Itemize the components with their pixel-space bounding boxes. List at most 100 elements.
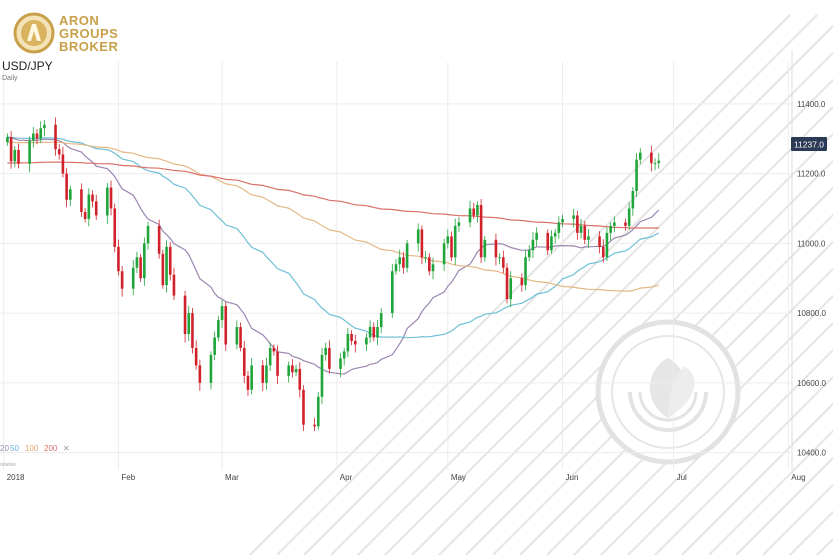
candle-body bbox=[261, 365, 265, 383]
candle-body bbox=[276, 351, 279, 376]
candle-body bbox=[302, 389, 305, 425]
candle-body bbox=[120, 271, 124, 289]
candle-body bbox=[527, 250, 531, 258]
candle-body bbox=[39, 128, 43, 139]
candle-body bbox=[394, 264, 398, 272]
candle-body bbox=[69, 189, 72, 200]
candle-body bbox=[217, 320, 220, 338]
brand-name-line-3: BROKER bbox=[59, 39, 118, 54]
candle-body bbox=[372, 327, 376, 338]
candle-body bbox=[187, 313, 191, 334]
legend-ma200[interactable]: 200 bbox=[44, 444, 58, 453]
candle-body bbox=[472, 208, 476, 216]
candle-body bbox=[320, 354, 324, 397]
candle-body bbox=[131, 267, 135, 289]
candle-body bbox=[87, 194, 91, 219]
candle-body bbox=[502, 257, 505, 268]
candle-body bbox=[624, 222, 627, 226]
candle-body bbox=[139, 257, 142, 279]
symbol-title: USD/JPY bbox=[2, 59, 53, 73]
candle-body bbox=[498, 257, 501, 259]
y-tick-label: 11200.0 bbox=[797, 170, 826, 179]
candle-body bbox=[524, 257, 527, 286]
candle-body bbox=[113, 208, 117, 247]
candle-body bbox=[17, 149, 20, 164]
candle-body bbox=[342, 351, 346, 359]
candle-body bbox=[390, 271, 394, 314]
grid bbox=[0, 50, 793, 470]
legend-ma50[interactable]: 50 bbox=[10, 444, 19, 453]
candle-body bbox=[557, 222, 561, 233]
candle-body bbox=[168, 246, 172, 275]
candle-body bbox=[442, 243, 446, 265]
legend-ma100[interactable]: 100 bbox=[25, 444, 39, 453]
candle-body bbox=[35, 133, 39, 139]
candle-body bbox=[242, 347, 246, 376]
candle-body bbox=[579, 225, 583, 233]
x-tick-label: Feb bbox=[121, 473, 135, 482]
candle-body bbox=[561, 218, 564, 223]
legend-close-icon[interactable]: ✕ bbox=[63, 444, 70, 453]
candle-body bbox=[587, 236, 590, 240]
candle-body bbox=[402, 257, 405, 268]
candle-body bbox=[316, 396, 320, 427]
candle-body bbox=[313, 424, 316, 427]
candle-body bbox=[546, 232, 550, 251]
candle-body bbox=[213, 337, 216, 355]
candle-body bbox=[420, 229, 424, 258]
candle-body bbox=[157, 225, 161, 254]
candle-body bbox=[91, 194, 94, 202]
ma50-line bbox=[7, 136, 660, 339]
brand-name-line-2: GROUPS bbox=[59, 26, 118, 41]
candle-body bbox=[350, 334, 353, 341]
candle-body bbox=[224, 306, 228, 345]
candle-body bbox=[246, 375, 250, 390]
watermark-diagonal-lines bbox=[249, 14, 833, 556]
candle-body bbox=[572, 215, 575, 219]
brand-logo: ARON GROUPS BROKER bbox=[13, 12, 118, 54]
candle-body bbox=[9, 136, 13, 162]
candle-body bbox=[143, 243, 146, 279]
candle-body bbox=[161, 253, 165, 286]
candle-body bbox=[146, 225, 150, 244]
candle-body bbox=[265, 365, 268, 383]
ma20-line bbox=[7, 136, 660, 375]
candle-body bbox=[376, 327, 379, 338]
candle-body bbox=[638, 152, 642, 160]
candle-body bbox=[653, 163, 657, 165]
x-tick-label: Jun bbox=[566, 473, 579, 482]
watermark-seal bbox=[595, 319, 741, 465]
candle-body bbox=[368, 327, 372, 338]
candle-body bbox=[28, 140, 31, 164]
ma200-line bbox=[7, 161, 659, 229]
candle-body bbox=[476, 204, 479, 216]
candle-body bbox=[209, 354, 213, 383]
candle-body bbox=[272, 347, 276, 352]
candle-body bbox=[6, 136, 9, 143]
candle-body bbox=[635, 159, 638, 192]
candle-body bbox=[601, 246, 605, 258]
last-price-value: 11237.0 bbox=[794, 140, 824, 150]
candle-body bbox=[328, 347, 331, 369]
candle-body bbox=[106, 187, 109, 216]
legend-ma20[interactable]: 20 bbox=[0, 444, 9, 453]
candle-body bbox=[109, 187, 113, 209]
x-axis: 2018 Feb Mar Apr May Jun Jul Aug bbox=[7, 473, 806, 482]
y-tick-label: 10400.0 bbox=[797, 449, 826, 458]
candle-body bbox=[324, 347, 327, 355]
candle-body bbox=[550, 236, 553, 251]
moving-averages bbox=[7, 136, 660, 375]
candle-body bbox=[576, 215, 579, 233]
candle-body bbox=[450, 236, 453, 258]
candle-body bbox=[424, 257, 427, 259]
candle-body bbox=[453, 225, 457, 258]
x-tick-label: Aug bbox=[791, 473, 805, 482]
candle-body bbox=[583, 225, 587, 240]
candle-body bbox=[194, 347, 198, 366]
candle-body bbox=[365, 337, 368, 345]
candle-body bbox=[657, 160, 661, 164]
candle-body bbox=[468, 208, 472, 223]
interval-label: Daily bbox=[2, 75, 18, 82]
y-tick-label: 10600.0 bbox=[797, 379, 826, 388]
